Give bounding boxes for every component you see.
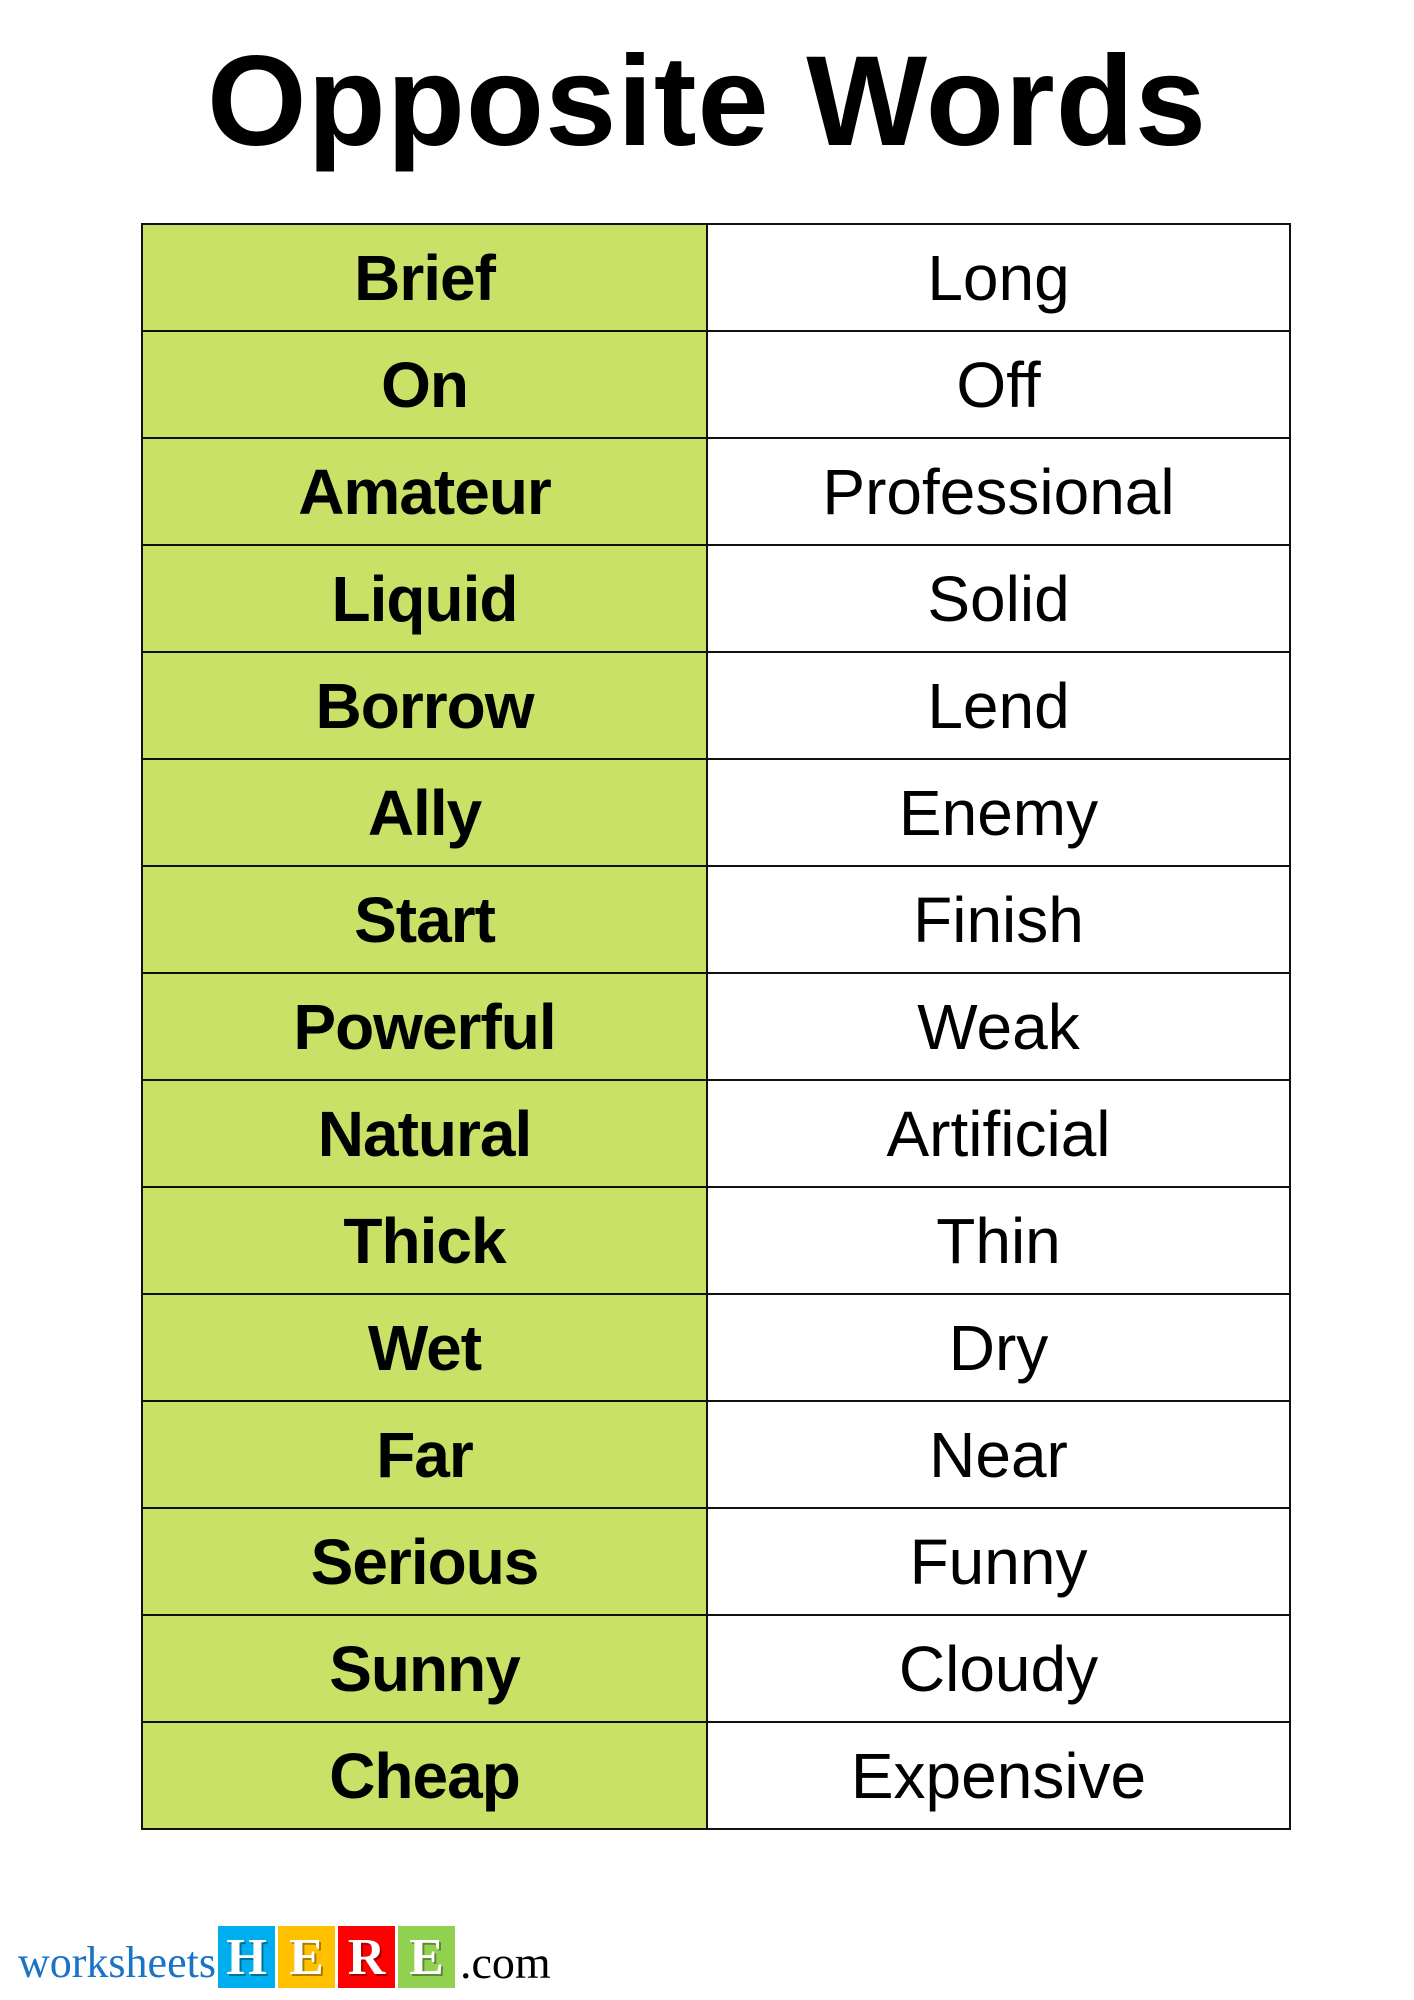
table-row: Powerful Weak: [141, 972, 1291, 1081]
table-row: Natural Artificial: [141, 1079, 1291, 1188]
opposite-cell: Thin: [706, 1186, 1291, 1295]
table-row: Brief Long: [141, 223, 1291, 332]
word-cell: Cheap: [141, 1721, 708, 1830]
opposite-cell: Finish: [706, 865, 1291, 974]
table-row: Amateur Professional: [141, 437, 1291, 546]
logo-letter-box: E: [397, 1926, 455, 1988]
table-row: Serious Funny: [141, 1507, 1291, 1616]
word-cell: Start: [141, 865, 708, 974]
word-cell: Wet: [141, 1293, 708, 1402]
word-cell: Powerful: [141, 972, 708, 1081]
word-cell: Liquid: [141, 544, 708, 653]
word-cell: Ally: [141, 758, 708, 867]
logo-letter-box: H: [217, 1926, 275, 1988]
opposite-cell: Artificial: [706, 1079, 1291, 1188]
table-row: Cheap Expensive: [141, 1721, 1291, 1830]
word-cell: Thick: [141, 1186, 708, 1295]
table-row: Start Finish: [141, 865, 1291, 974]
logo-letter-box: R: [337, 1926, 395, 1988]
table-row: Wet Dry: [141, 1293, 1291, 1402]
table-row: On Off: [141, 330, 1291, 439]
page-title: Opposite Words: [206, 30, 1208, 173]
opposite-cell: Dry: [706, 1293, 1291, 1402]
opposite-cell: Funny: [706, 1507, 1291, 1616]
word-cell: Sunny: [141, 1614, 708, 1723]
word-cell: Brief: [141, 223, 708, 332]
table-row: Far Near: [141, 1400, 1291, 1509]
logo-letter-box: E: [277, 1926, 335, 1988]
opposite-cell: Enemy: [706, 758, 1291, 867]
table-row: Sunny Cloudy: [141, 1614, 1291, 1723]
table-row: Ally Enemy: [141, 758, 1291, 867]
opposite-cell: Near: [706, 1400, 1291, 1509]
opposite-words-table: Brief Long On Off Amateur Professional Liquid S…: [141, 223, 1291, 1830]
opposite-cell: Lend: [706, 651, 1291, 760]
word-cell: On: [141, 330, 708, 439]
opposite-cell: Weak: [706, 972, 1291, 1081]
table-row: Liquid Solid: [141, 544, 1291, 653]
logo-suffix: .com: [459, 1937, 551, 1988]
opposite-cell: Solid: [706, 544, 1291, 653]
opposite-cell: Expensive: [706, 1721, 1291, 1830]
logo-prefix: worksheets: [18, 1938, 216, 1987]
opposite-cell: Cloudy: [706, 1614, 1291, 1723]
opposite-cell: Professional: [706, 437, 1291, 546]
word-cell: Borrow: [141, 651, 708, 760]
word-cell: Serious: [141, 1507, 708, 1616]
word-cell: Far: [141, 1400, 708, 1509]
opposite-cell: Off: [706, 330, 1291, 439]
word-cell: Amateur: [141, 437, 708, 546]
word-cell: Natural: [141, 1079, 708, 1188]
table-row: Borrow Lend: [141, 651, 1291, 760]
opposite-cell: Long: [706, 223, 1291, 332]
table-row: Thick Thin: [141, 1186, 1291, 1295]
